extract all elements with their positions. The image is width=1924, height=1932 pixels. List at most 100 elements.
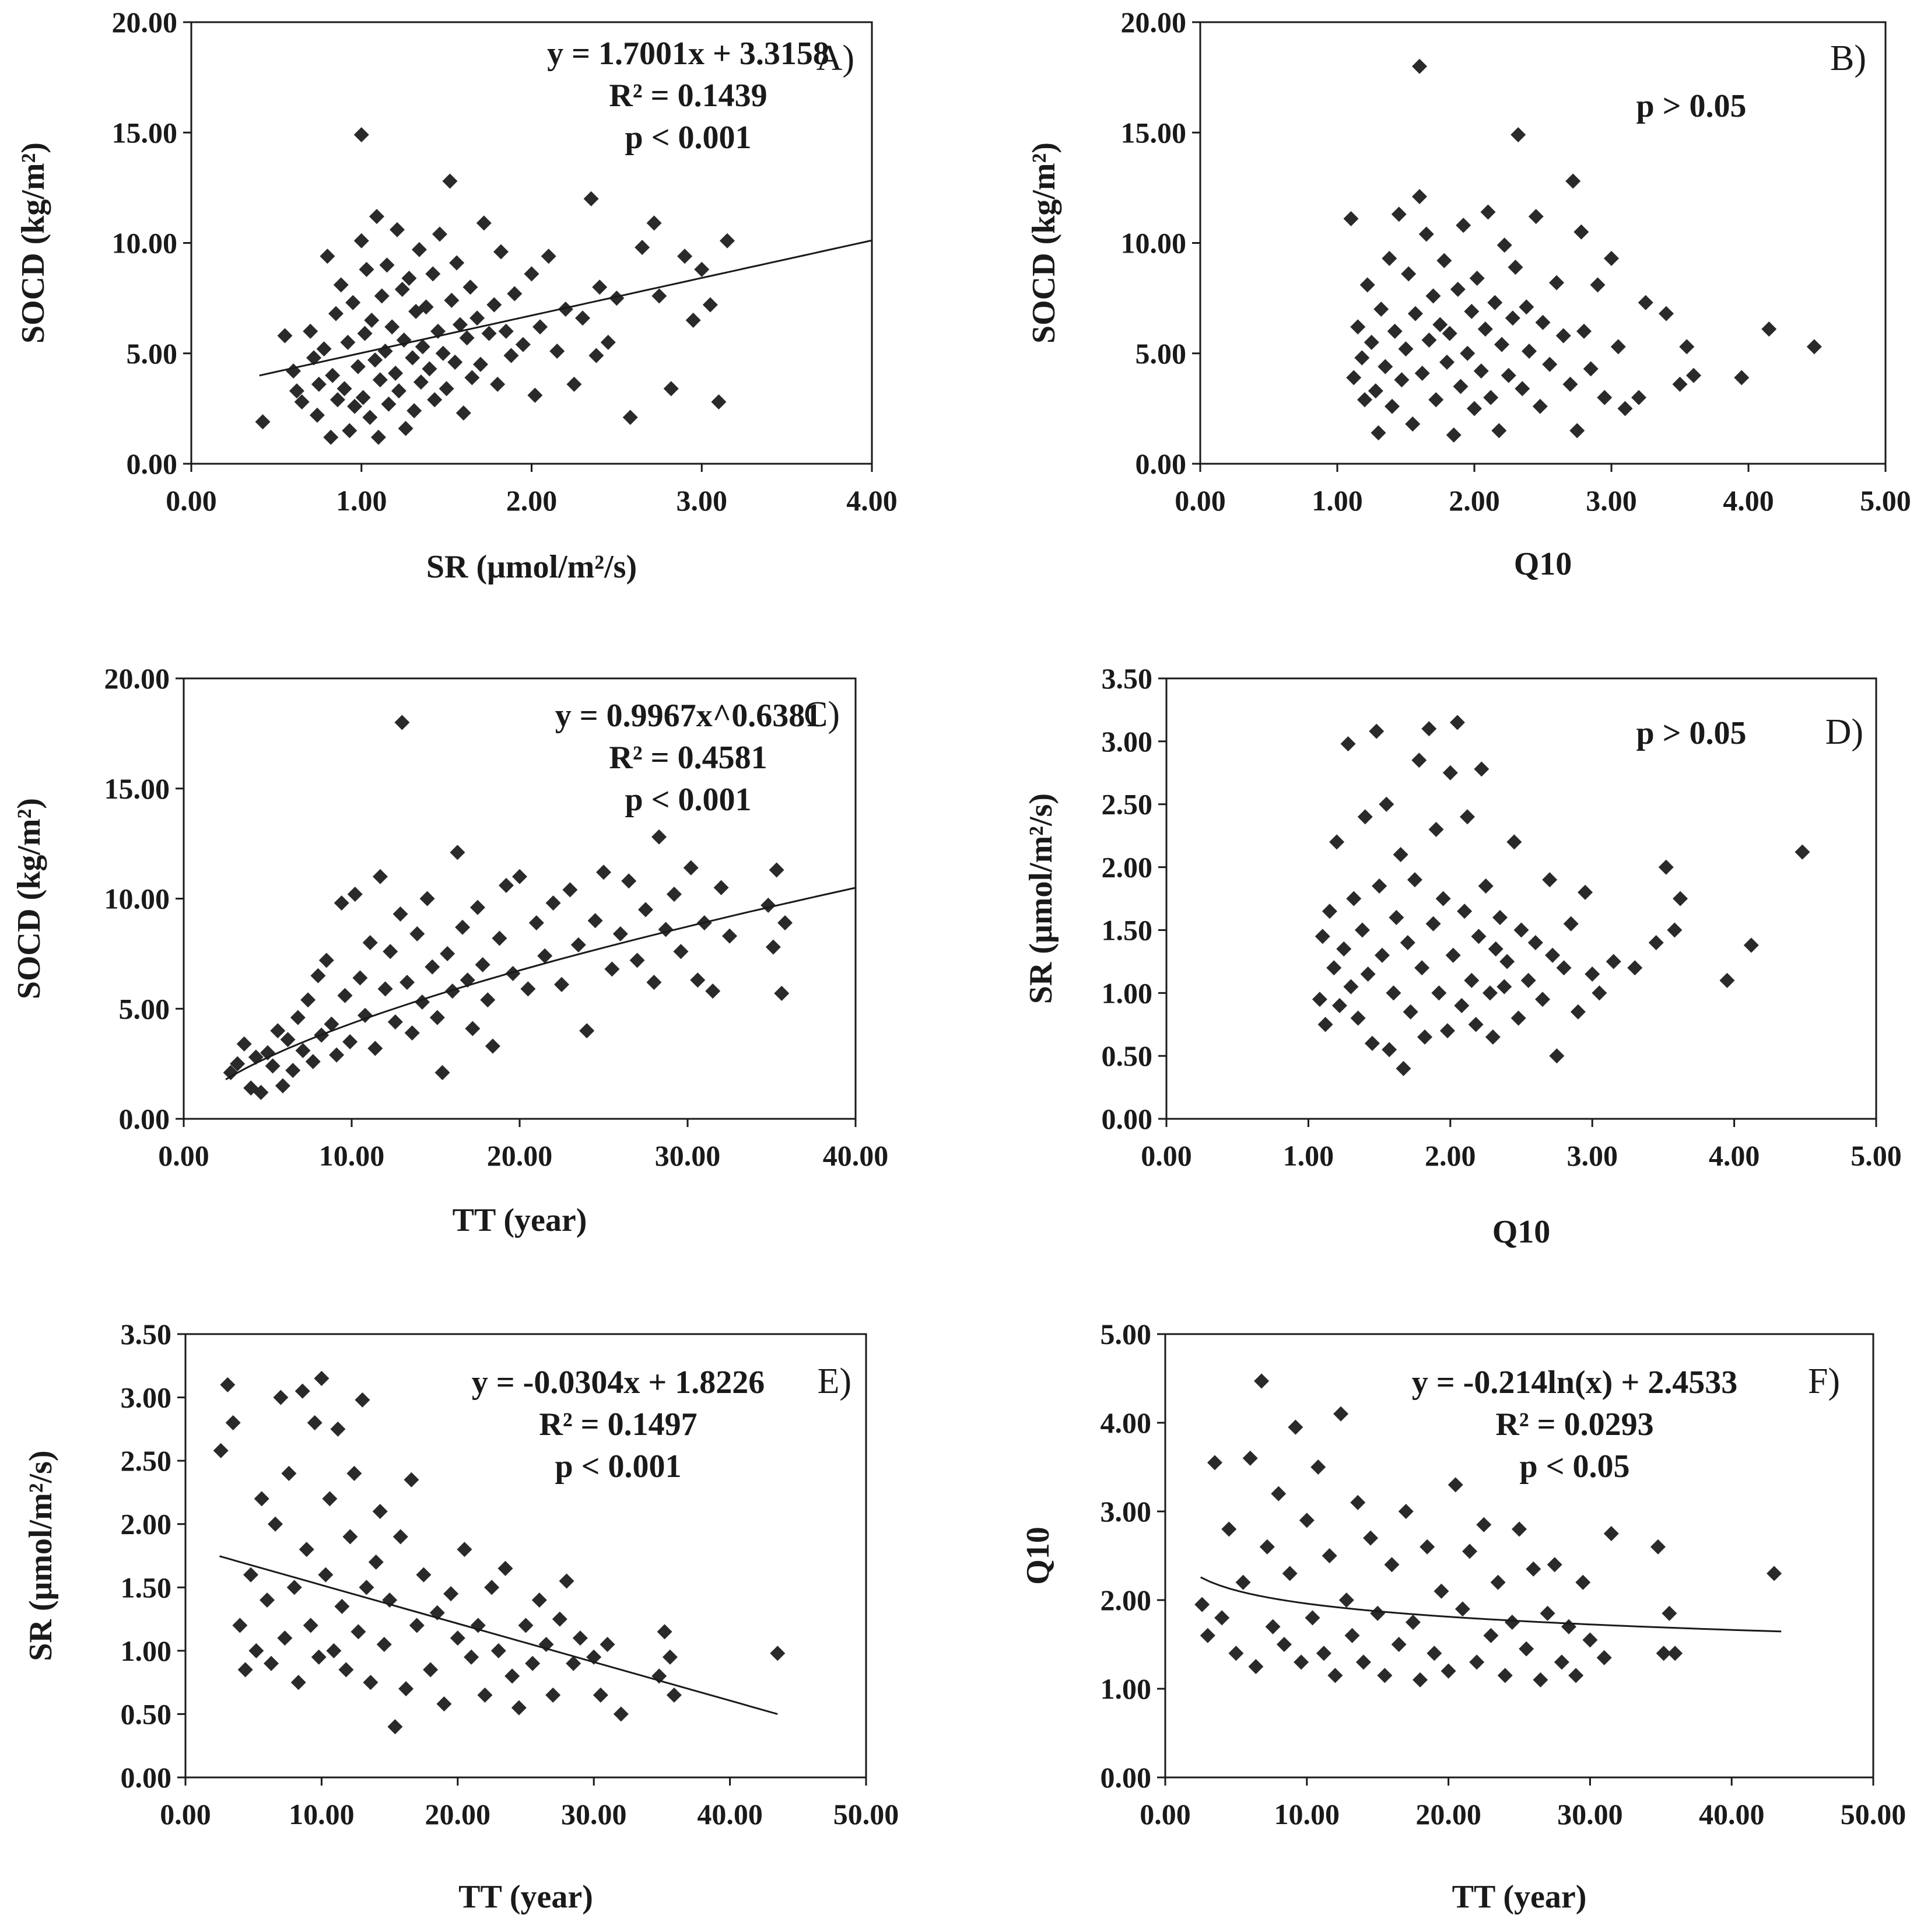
data-point: [1592, 985, 1607, 1001]
data-point: [1573, 224, 1589, 240]
y-tick-label: 1.50: [121, 1571, 172, 1604]
data-point: [1504, 1615, 1520, 1630]
y-axis-label: SOCD (kg/m²): [1026, 142, 1062, 344]
data-point: [1401, 266, 1417, 282]
data-point: [225, 1415, 241, 1430]
data-point: [685, 312, 701, 328]
data-point: [1414, 960, 1430, 976]
x-axis-label: Q10: [1514, 546, 1572, 582]
data-point: [318, 953, 334, 968]
data-point: [295, 1042, 311, 1058]
x-tick-label: 10.00: [319, 1139, 385, 1172]
data-point: [1359, 277, 1375, 293]
data-point: [345, 295, 361, 310]
data-point: [1491, 423, 1507, 439]
data-point: [353, 127, 369, 143]
data-point: [1658, 859, 1674, 875]
data-point: [702, 297, 718, 313]
data-point: [1583, 361, 1599, 377]
data-point: [588, 348, 604, 363]
x-axis-label: TT (year): [453, 1202, 587, 1238]
data-point: [368, 1554, 384, 1570]
data-point: [505, 965, 521, 981]
data-point: [524, 266, 539, 282]
data-point: [552, 1611, 567, 1627]
data-point: [1393, 847, 1408, 862]
data-point: [1535, 992, 1551, 1007]
data-point: [1407, 306, 1423, 321]
data-point: [311, 1649, 327, 1665]
data-point: [390, 222, 405, 237]
data-point: [1421, 721, 1437, 737]
data-point: [299, 1542, 314, 1558]
data-point: [328, 306, 344, 321]
data-point: [1405, 416, 1421, 432]
annotation-text: p < 0.05: [1519, 1448, 1629, 1485]
panel-f: 0.00 1.00 2.00 3.00 4.00 5.00 0.00 10.00 20.00 30…: [1020, 1318, 1906, 1915]
data-point: [472, 356, 488, 372]
x-tick-label: 5.00: [1851, 1139, 1902, 1172]
data-point: [1221, 1521, 1237, 1537]
data-point: [314, 1371, 330, 1386]
data-point: [1446, 427, 1462, 443]
data-point: [1522, 343, 1537, 359]
x-tick-label: 0.00: [166, 484, 217, 517]
data-point: [362, 935, 378, 950]
data-point: [497, 1560, 513, 1576]
data-point: [405, 350, 420, 366]
x-tick-label: 0.00: [1175, 484, 1226, 517]
data-point: [1432, 317, 1448, 332]
y-axis-label: SR (μmol/m²/s): [1023, 793, 1059, 1004]
data-point: [1456, 218, 1471, 233]
data-point: [364, 312, 380, 328]
data-point: [774, 985, 790, 1001]
data-point: [1425, 288, 1441, 304]
data-point: [280, 1032, 296, 1048]
data-point: [450, 1630, 465, 1646]
data-point: [1425, 916, 1441, 932]
data-point: [1412, 58, 1427, 74]
x-tick-label: 0.00: [158, 1139, 209, 1172]
data-point: [1532, 398, 1548, 414]
data-point: [566, 376, 582, 392]
data-point: [1460, 345, 1476, 361]
data-point: [1483, 390, 1499, 405]
data-point: [213, 1443, 229, 1458]
data-point: [1427, 1646, 1442, 1661]
data-point: [310, 968, 326, 984]
data-point: [545, 1687, 561, 1703]
data-point: [1673, 891, 1688, 907]
data-point: [1540, 1605, 1555, 1621]
data-point: [294, 394, 310, 410]
data-point: [720, 233, 735, 249]
panel-letter: D): [1825, 712, 1863, 752]
plot-frame: [1199, 21, 1887, 465]
data-point: [418, 299, 434, 315]
y-tick-label: 4.00: [1101, 1406, 1152, 1439]
data-point: [423, 1662, 439, 1678]
data-point: [422, 361, 437, 377]
x-tick-label: 3.00: [677, 484, 728, 517]
data-point: [372, 372, 388, 388]
data-point: [359, 1580, 374, 1595]
data-point: [1667, 922, 1683, 938]
data-point: [1214, 1610, 1230, 1626]
data-point: [1421, 332, 1437, 348]
data-point: [1547, 1557, 1562, 1573]
data-point: [369, 209, 385, 225]
data-point: [1719, 972, 1735, 988]
data-point: [562, 882, 578, 898]
data-point: [1350, 319, 1366, 335]
data-point: [355, 1392, 370, 1408]
data-point: [541, 249, 556, 264]
data-point: [1282, 1566, 1298, 1581]
data-point: [1439, 354, 1455, 370]
annotation-text: R² = 0.4581: [609, 740, 767, 776]
data-point: [777, 915, 793, 931]
data-point: [415, 339, 430, 355]
x-tick-label: 5.00: [1860, 484, 1911, 517]
x-tick-label: 10.00: [1274, 1798, 1340, 1831]
data-point: [350, 359, 366, 374]
data-point: [1333, 1406, 1349, 1422]
